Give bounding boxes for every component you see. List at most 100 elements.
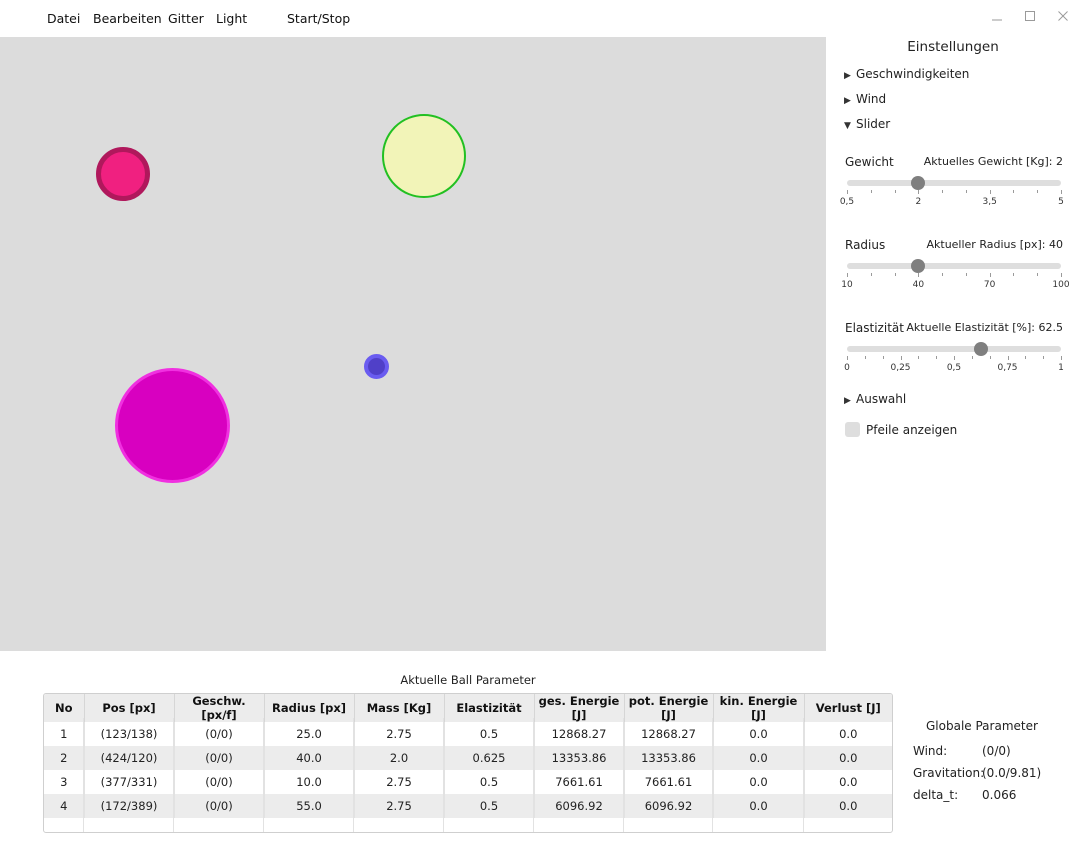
table-cell: 2.75 — [354, 722, 445, 746]
section-slider[interactable]: ▼ Slider — [844, 117, 890, 131]
radius-slider[interactable] — [847, 259, 1061, 273]
slider-tick — [971, 356, 973, 359]
slider-tick — [894, 273, 896, 276]
table-cell: 0.0 — [804, 746, 892, 770]
slider-tick — [1061, 273, 1062, 277]
column-header[interactable]: Elastizität — [444, 694, 535, 722]
slider-tick — [954, 356, 955, 360]
slider-tick-label: 2 — [915, 197, 922, 207]
slider-tick-label: 100 — [1052, 280, 1070, 290]
slider-tick-label: 0 — [844, 363, 850, 373]
column-header[interactable]: No — [44, 694, 85, 722]
section-label: Slider — [856, 117, 891, 131]
slider-tick — [965, 190, 967, 193]
table-cell: 13353.86 — [534, 746, 625, 770]
close-icon[interactable] — [1053, 8, 1073, 28]
column-header[interactable]: Verlust [J] — [804, 694, 892, 722]
collapsed-arrow-icon: ▶ — [844, 96, 851, 106]
slider-tick — [1013, 273, 1015, 276]
expanded-arrow-icon: ▼ — [844, 121, 851, 131]
table-cell: 55.0 — [264, 794, 355, 818]
table-row[interactable]: 1 (123/138) (0/0) 25.0 2.75 0.5 12868.27 12868.… — [44, 722, 892, 746]
slider-tick-label: 0,5 — [946, 363, 962, 373]
column-header[interactable]: kin. Energie [J] — [713, 694, 805, 722]
gravity-value: (0.0/9.81) — [982, 766, 1042, 780]
elasticity-slider[interactable] — [847, 342, 1061, 356]
table-cell: 0.0 — [839, 775, 858, 789]
table-cell: 0.0 — [713, 770, 805, 794]
table-cell: 0.0 — [713, 746, 805, 770]
slider-tick — [1025, 356, 1027, 359]
table-cell: (0/0) — [174, 722, 265, 746]
table-cell: 2 — [44, 746, 85, 770]
show-arrows-label[interactable]: Pfeile anzeigen — [866, 423, 958, 437]
maximize-icon[interactable] — [1020, 8, 1040, 28]
menu-gitter[interactable]: Gitter — [168, 11, 204, 26]
table-cell: 3 — [44, 770, 85, 794]
table-cell: 0.0 — [839, 727, 858, 741]
table-row[interactable]: 2 (424/120) (0/0) 40.0 2.0 0.625 13353.86 13353… — [44, 746, 892, 770]
table-cell: 25.0 — [264, 722, 355, 746]
section-auswahl[interactable]: ▶ Auswahl — [844, 392, 906, 406]
column-header[interactable]: Mass [Kg] — [354, 694, 445, 722]
show-arrows-checkbox[interactable] — [845, 422, 860, 437]
weight-slider[interactable] — [847, 176, 1061, 190]
wind-label: Wind: — [913, 744, 948, 758]
column-header[interactable]: Radius [px] — [264, 694, 355, 722]
table-cell: 7661.61 — [624, 770, 714, 794]
gravity-label: Gravitation: — [913, 766, 985, 780]
elasticity-slider-thumb[interactable] — [973, 342, 988, 356]
slider-tick-label: 70 — [983, 280, 996, 290]
menu-bearbeiten[interactable]: Bearbeiten — [93, 11, 162, 26]
weight-label: Gewicht — [845, 155, 894, 169]
column-header[interactable]: pot. Energie [J] — [624, 694, 714, 722]
table-cell: 0.0 — [713, 794, 805, 818]
section-label: Auswahl — [856, 392, 907, 406]
delta-t-value: 0.066 — [982, 788, 1017, 802]
table-cell: 4 — [44, 794, 85, 818]
column-header[interactable]: Pos [px] — [84, 694, 175, 722]
slider-tick — [1037, 273, 1039, 276]
table-cell: 6096.92 — [624, 794, 714, 818]
weight-slider-thumb[interactable] — [911, 176, 926, 190]
slider-tick — [900, 356, 902, 360]
ball-4[interactable] — [115, 368, 230, 483]
simulation-canvas[interactable] — [0, 37, 826, 651]
slider-tick-label: 3,5 — [982, 197, 997, 207]
table-cell: (0/0) — [174, 746, 265, 770]
radius-slider-thumb[interactable] — [911, 259, 926, 273]
column-header[interactable]: Geschw. [px/f] — [174, 694, 265, 722]
elasticity-label: Elastizität — [845, 321, 904, 335]
table-cell: 6096.92 — [534, 794, 625, 818]
table-row[interactable]: 3 (377/331) (0/0) 10.0 2.75 0.5 7661.61 7661.61… — [44, 770, 892, 794]
menu-datei[interactable]: Datei — [47, 11, 81, 26]
radius-label: Radius — [845, 238, 886, 252]
column-header[interactable]: ges. Energie [J] — [534, 694, 625, 722]
table-header-row: No Pos [px] Geschw. [px/f] Radius [px] Mass … — [44, 694, 892, 722]
section-label: Geschwindigkeiten — [856, 67, 970, 81]
ball-2[interactable] — [382, 114, 466, 198]
menu-light[interactable]: Light — [216, 11, 248, 26]
slider-tick-label: 0,25 — [890, 363, 911, 373]
slider-tick-label: 10 — [841, 280, 853, 290]
table-cell: 0.0 — [713, 722, 805, 746]
slider-tick — [847, 190, 848, 194]
section-geschwindigkeiten[interactable]: ▶ Geschwindigkeiten — [844, 67, 969, 81]
collapsed-arrow-icon: ▶ — [844, 396, 851, 406]
slider-tick-label: 0,75 — [997, 363, 1018, 373]
ball-parameter-table: No Pos [px] Geschw. [px/f] Radius [px] Mass … — [43, 693, 893, 833]
table-cell: 10.0 — [264, 770, 355, 794]
slider-tick-label: 1 — [1058, 363, 1064, 373]
ball-3[interactable] — [364, 354, 389, 379]
ball-1[interactable] — [96, 147, 150, 201]
collapsed-arrow-icon: ▶ — [844, 71, 851, 81]
slider-tick — [936, 356, 938, 359]
table-cell: 0.5 — [444, 722, 535, 746]
minimize-icon[interactable] — [987, 8, 1007, 28]
slider-tick — [989, 356, 991, 359]
table-row[interactable]: 4 (172/389) (0/0) 55.0 2.75 0.5 6096.92 6096.92… — [44, 794, 892, 818]
slider-tick — [1037, 190, 1039, 193]
table-cell: 2.0 — [354, 746, 445, 770]
start-stop-button[interactable]: Start/Stop — [287, 11, 351, 26]
section-wind[interactable]: ▶ Wind — [844, 92, 886, 106]
